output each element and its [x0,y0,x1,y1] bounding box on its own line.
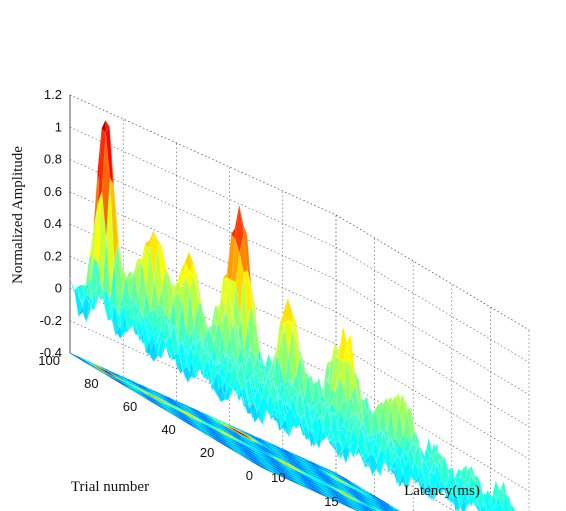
grid-edge [69,94,337,216]
grid-line-z [69,159,337,280]
floor-cell [330,470,341,477]
grid-line-z [335,279,530,395]
surface-mesh [69,119,516,511]
grid-line-z [335,246,530,363]
grid-edge [335,214,530,331]
contour-floor [69,352,401,511]
grid-line-z [335,311,530,428]
grid-line-z [335,375,530,492]
grid-line-z [69,320,337,442]
grid-line-z [69,126,337,248]
grid-line-z [335,343,530,460]
